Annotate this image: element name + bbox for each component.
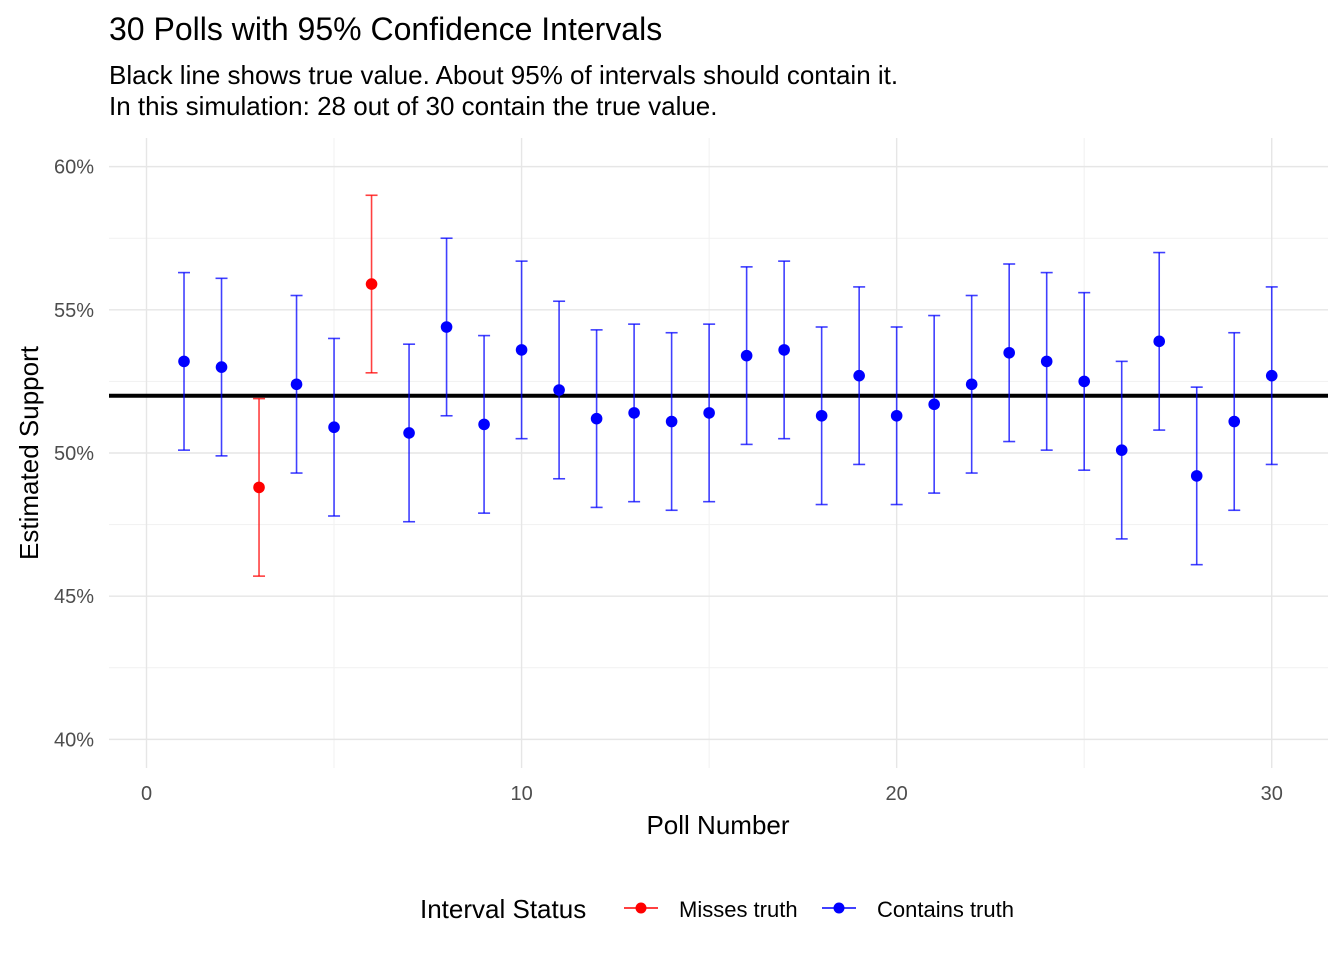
poll-interval: [628, 323, 641, 503]
estimate-point: [1040, 355, 1053, 368]
y-axis-label: Estimated Support: [14, 345, 44, 560]
legend-key-contains: [822, 902, 856, 914]
y-tick-label: 45%: [54, 586, 94, 608]
estimate-point: [890, 409, 903, 422]
estimate-point: [515, 344, 528, 356]
x-tick-label: 0: [141, 783, 152, 805]
estimate-point: [628, 407, 640, 419]
estimate-point: [1265, 369, 1278, 382]
poll-interval: [440, 237, 453, 417]
chart-subtitle-line-2: In this simulation: 28 out of 30 contain…: [109, 91, 718, 121]
estimate-point: [328, 421, 340, 434]
poll-interval: [928, 314, 941, 494]
legend-key-misses: [624, 902, 658, 914]
estimate-point: [478, 418, 490, 431]
poll-interval: [403, 343, 416, 523]
grid-lines: [109, 138, 1328, 768]
legend-label-misses: Misses truth: [679, 897, 798, 922]
estimate-point: [853, 369, 865, 382]
poll-interval: [890, 326, 903, 506]
y-tick-label: 55%: [54, 300, 94, 322]
poll-interval: [815, 326, 828, 506]
poll-interval: [1190, 386, 1203, 566]
chart-subtitle-line-1: Black line shows true value. About 95% o…: [109, 60, 898, 90]
legend-title: Interval Status: [420, 894, 586, 924]
estimate-point: [778, 344, 790, 356]
poll-interval: [365, 194, 378, 374]
estimate-point: [928, 398, 940, 411]
legend: Interval Status Misses truth Contains tr…: [420, 894, 1014, 924]
poll-interval: [703, 323, 716, 503]
interval-markers: [178, 194, 1278, 577]
estimate-point: [703, 407, 715, 419]
estimate-point: [665, 415, 678, 428]
poll-interval: [1115, 360, 1128, 540]
legend-key-misses-dot: [635, 902, 647, 914]
legend-label-contains: Contains truth: [877, 897, 1014, 922]
y-tick-label: 50%: [54, 443, 94, 465]
estimate-point: [553, 384, 565, 396]
estimate-point: [1153, 335, 1166, 348]
estimate-point: [290, 378, 303, 391]
x-axis-label: Poll Number: [646, 810, 789, 840]
estimate-point: [215, 361, 228, 373]
poll-interval: [965, 294, 978, 474]
estimate-point: [815, 409, 828, 422]
y-tick-label: 60%: [54, 157, 94, 179]
poll-interval: [1078, 291, 1091, 471]
poll-interval: [740, 266, 753, 446]
estimate-point: [1003, 346, 1015, 359]
estimate-point: [253, 481, 265, 494]
poll-interval: [178, 271, 191, 451]
legend-key-contains-dot: [833, 902, 845, 914]
poll-interval: [1040, 271, 1053, 451]
estimate-point: [1190, 470, 1203, 482]
x-tick-label: 20: [886, 783, 908, 805]
poll-interval: [553, 300, 566, 480]
estimate-point: [1228, 415, 1241, 428]
poll-interval: [1228, 331, 1241, 512]
axis-tick-labels: 0 10 20 30 40% 45% 50% 55% 60%: [54, 157, 1283, 805]
poll-interval: [778, 260, 791, 440]
poll-interval: [290, 294, 303, 474]
estimate-point: [440, 321, 453, 333]
poll-interval: [1265, 286, 1278, 466]
poll-interval: [215, 277, 228, 457]
estimate-point: [178, 355, 190, 368]
poll-interval: [478, 334, 491, 514]
poll-interval: [253, 397, 266, 577]
y-tick-label: 40%: [54, 729, 94, 751]
estimate-point: [740, 349, 753, 362]
poll-interval: [590, 329, 603, 509]
estimate-point: [965, 378, 978, 391]
poll-interval: [1153, 251, 1166, 431]
estimate-point: [1078, 375, 1090, 388]
chart-title: 30 Polls with 95% Confidence Intervals: [109, 11, 662, 47]
poll-interval: [515, 260, 528, 440]
poll-interval: [853, 286, 866, 466]
estimate-point: [365, 278, 378, 290]
x-tick-label: 30: [1261, 783, 1283, 805]
x-tick-label: 10: [510, 783, 532, 805]
poll-interval: [1003, 263, 1016, 443]
estimate-point: [590, 412, 603, 425]
poll-interval: [665, 331, 678, 512]
poll-interval: [328, 337, 341, 517]
estimate-point: [1115, 444, 1128, 456]
estimate-point: [403, 427, 415, 439]
